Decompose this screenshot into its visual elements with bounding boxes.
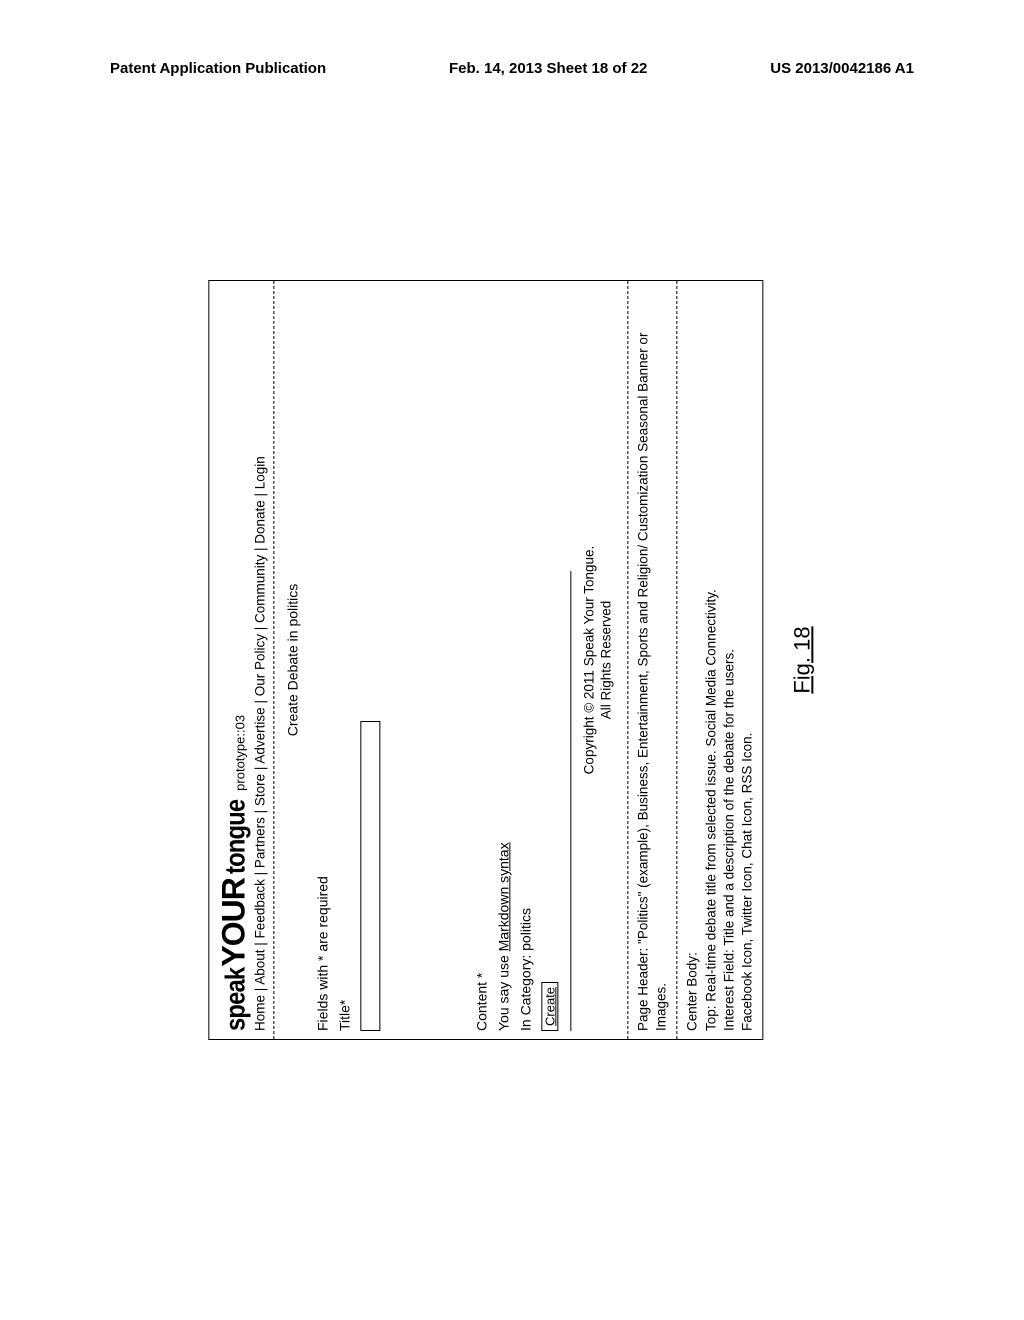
create-button[interactable]: Create	[541, 982, 558, 1031]
center-body-label: Center Body:	[684, 289, 702, 1031]
document-header: Patent Application Publication Feb. 14, …	[0, 0, 1024, 83]
doc-header-left: Patent Application Publication	[110, 60, 326, 77]
doc-header-right: US 2013/0042186 A1	[770, 60, 914, 77]
doc-header-center: Feb. 14, 2013 Sheet 18 of 22	[449, 60, 647, 77]
form-area: Fields with * are required Title* Conten…	[314, 281, 627, 1039]
markdown-prefix: You say use	[495, 951, 511, 1031]
markdown-line: You say use Markdown syntax	[495, 289, 511, 1031]
divider-line	[570, 571, 571, 1031]
logo-speak: speak	[219, 968, 251, 1031]
center-body-icons: Facebook Icon, Twitter Icon, Chat Icon, …	[738, 289, 756, 1031]
title-input[interactable]	[360, 721, 380, 1031]
page-header-description: Page Header: "Politics" (example), Busin…	[628, 281, 676, 1039]
rights-line: All Rights Reserved	[598, 289, 619, 1031]
ui-mockup-frame: speak YOUR tongue prototype::03 Home | A…	[208, 280, 763, 1040]
copyright-line: Copyright © 2011 Speak Your Tongue.	[577, 289, 598, 1031]
logo-tongue: tongue	[219, 800, 251, 874]
create-debate-heading: Create Debate in politics	[274, 281, 314, 1039]
figure-rotated-container: speak YOUR tongue prototype::03 Home | A…	[208, 280, 815, 1040]
content-label: Content *	[473, 289, 489, 1031]
logo-your: YOUR	[215, 878, 252, 966]
nav-items[interactable]: Home | About | Feedback | Partners | Sto…	[252, 456, 267, 1031]
center-body-interest: Interest Field: Title and a description …	[720, 289, 738, 1031]
center-body-description: Center Body: Top: Real-time debate title…	[678, 281, 763, 1039]
markdown-link[interactable]: Markdown syntax	[495, 842, 511, 951]
logo-prototype: prototype::03	[232, 715, 247, 791]
center-body-top: Top: Real-time debate title from selecte…	[702, 289, 720, 1031]
nav-bar[interactable]: Home | About | Feedback | Partners | Sto…	[252, 281, 274, 1039]
category-line: In Category: politics	[517, 289, 533, 1031]
title-label: Title*	[336, 289, 352, 1031]
figure-caption: Fig. 18	[790, 280, 816, 1040]
logo-row: speak YOUR tongue prototype::03	[209, 281, 252, 1039]
required-note: Fields with * are required	[314, 289, 330, 1031]
